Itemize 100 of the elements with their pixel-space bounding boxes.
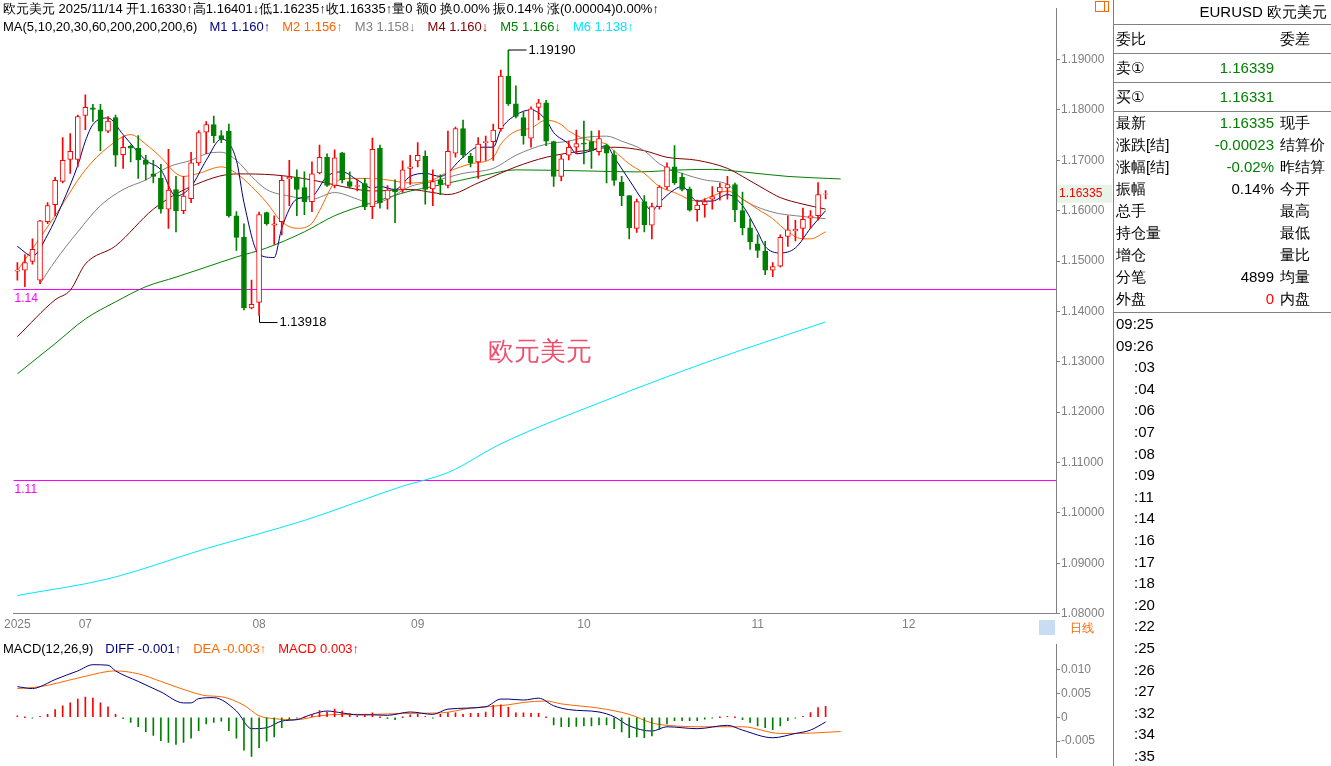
text: -0.02% bbox=[1226, 158, 1274, 175]
category-label: 振幅 bbox=[1116, 179, 1147, 199]
text: :14 bbox=[1133, 508, 1156, 529]
candlestick bbox=[22, 254, 28, 288]
text: M6 1.138↑ bbox=[572, 19, 634, 34]
candlestick bbox=[286, 159, 293, 206]
legend-title: MACD(12,26,9) bbox=[3, 641, 94, 656]
x-tick-label: 2025 bbox=[4, 617, 32, 632]
candlestick bbox=[90, 104, 96, 122]
text: -0.00023 bbox=[1214, 136, 1274, 153]
candlestick bbox=[701, 198, 708, 218]
annotation: 欧元美元 bbox=[488, 336, 592, 367]
category-label: 最新 bbox=[1116, 113, 1147, 133]
text: :35 bbox=[1133, 745, 1156, 766]
text: :03 bbox=[1133, 357, 1156, 378]
text: 1.16339 bbox=[1219, 59, 1274, 76]
text: 09:25 bbox=[1116, 314, 1155, 334]
text: M4 1.160↓ bbox=[427, 19, 489, 34]
x-tick-label: 07 bbox=[78, 617, 93, 632]
category-label: 结算价 bbox=[1280, 136, 1325, 153]
y-tick-label: 1.13000 bbox=[1061, 354, 1105, 369]
text: :09 bbox=[1133, 465, 1156, 486]
text: :18 bbox=[1133, 573, 1156, 594]
legend-title: MA(5,10,20,30,60,200,200,200,6) bbox=[3, 19, 198, 34]
y-tick-label: 1.08000 bbox=[1061, 605, 1105, 620]
text: :26 bbox=[1133, 659, 1156, 680]
text: :22 bbox=[1133, 616, 1156, 637]
text: :20 bbox=[1133, 594, 1156, 615]
text: M2 1.156↑ bbox=[282, 19, 343, 34]
line-series bbox=[16, 670, 842, 734]
category-label: 量比 bbox=[1280, 246, 1310, 263]
y-tick-label: 1.15000 bbox=[1061, 253, 1105, 268]
category-label: 最高 bbox=[1280, 202, 1310, 219]
candlestick bbox=[120, 136, 126, 169]
y-tick-label: 1.19000 bbox=[1061, 51, 1105, 66]
text: M3 1.158↓ bbox=[354, 19, 416, 34]
candlestick bbox=[203, 121, 210, 155]
text: 09:26 bbox=[1116, 335, 1155, 356]
x-tick-label: 09 bbox=[411, 617, 425, 632]
text: EURUSD 欧元美元 bbox=[1114, 0, 1331, 25]
candlestick bbox=[407, 154, 413, 185]
category-label: 分笔 bbox=[1116, 267, 1147, 287]
x-tick-label: 12 bbox=[902, 617, 916, 632]
y-tick-label: -0.005 bbox=[1061, 733, 1096, 748]
category-label: 卖① bbox=[1116, 58, 1146, 78]
y-tick-label: 1.18000 bbox=[1061, 102, 1105, 117]
text: 1.16335 bbox=[1219, 114, 1274, 131]
x-tick-label: 10 bbox=[577, 617, 591, 632]
category-label: 内盘 bbox=[1280, 290, 1310, 307]
category-label: 买① bbox=[1116, 87, 1146, 107]
text: :27 bbox=[1133, 681, 1156, 702]
text: :16 bbox=[1133, 529, 1156, 550]
candlestick bbox=[581, 120, 587, 165]
category-label: 涨跌[结] bbox=[1116, 135, 1171, 155]
line-series bbox=[39, 135, 827, 285]
y-tick-label: 1.12000 bbox=[1061, 404, 1105, 419]
category-label: 委差 bbox=[1280, 30, 1310, 47]
text: 1.16335 bbox=[1059, 186, 1103, 201]
line-series bbox=[16, 664, 827, 739]
text: :07 bbox=[1133, 421, 1156, 442]
candlestick bbox=[482, 135, 489, 161]
text: :04 bbox=[1133, 378, 1156, 399]
category-label: 昨结算 bbox=[1280, 158, 1325, 175]
candlestick bbox=[694, 199, 701, 222]
text: M5 1.166↓ bbox=[500, 19, 561, 34]
candlestick bbox=[271, 215, 278, 245]
text: 日线 bbox=[1070, 620, 1094, 635]
y-tick-label: 1.17000 bbox=[1061, 152, 1105, 167]
candlestick bbox=[785, 215, 791, 247]
category-label: 委比 bbox=[1116, 29, 1147, 49]
y-tick-label: 0 bbox=[1061, 709, 1068, 724]
y-tick-label: 1.14000 bbox=[1061, 303, 1105, 318]
category-label: 涨幅[结] bbox=[1116, 157, 1171, 177]
candlestick bbox=[142, 154, 149, 181]
candlestick bbox=[429, 169, 436, 206]
candlestick bbox=[67, 133, 74, 174]
y-tick-label: 0.010 bbox=[1061, 661, 1092, 676]
text: :17 bbox=[1133, 551, 1156, 572]
annotation: 1.19190 bbox=[528, 41, 576, 57]
y-tick-label: 1.10000 bbox=[1061, 505, 1105, 520]
candlestick bbox=[414, 142, 421, 168]
text: :25 bbox=[1133, 637, 1156, 658]
candlestick bbox=[150, 159, 157, 184]
category-label: 外盘 bbox=[1116, 289, 1147, 309]
annotation: 1.13918 bbox=[279, 314, 327, 330]
y-tick-label: 1.16000 bbox=[1061, 202, 1105, 217]
text: 4899 bbox=[1240, 268, 1274, 285]
y-tick-label: 1.09000 bbox=[1061, 555, 1105, 570]
y-tick-label: 1.11000 bbox=[1061, 454, 1104, 469]
category-label: 均量 bbox=[1280, 268, 1310, 285]
candlestick bbox=[709, 186, 716, 210]
line-series bbox=[16, 146, 827, 338]
text: :08 bbox=[1133, 443, 1156, 464]
category-label: 持仓量 bbox=[1116, 223, 1162, 243]
text: :34 bbox=[1133, 724, 1156, 745]
ref-line-label: 1.11 bbox=[14, 481, 38, 496]
text: MACD 0.003↑ bbox=[278, 641, 360, 656]
text: :06 bbox=[1133, 400, 1156, 421]
category-label: 今开 bbox=[1280, 180, 1310, 197]
category-label: 现手 bbox=[1280, 114, 1310, 131]
